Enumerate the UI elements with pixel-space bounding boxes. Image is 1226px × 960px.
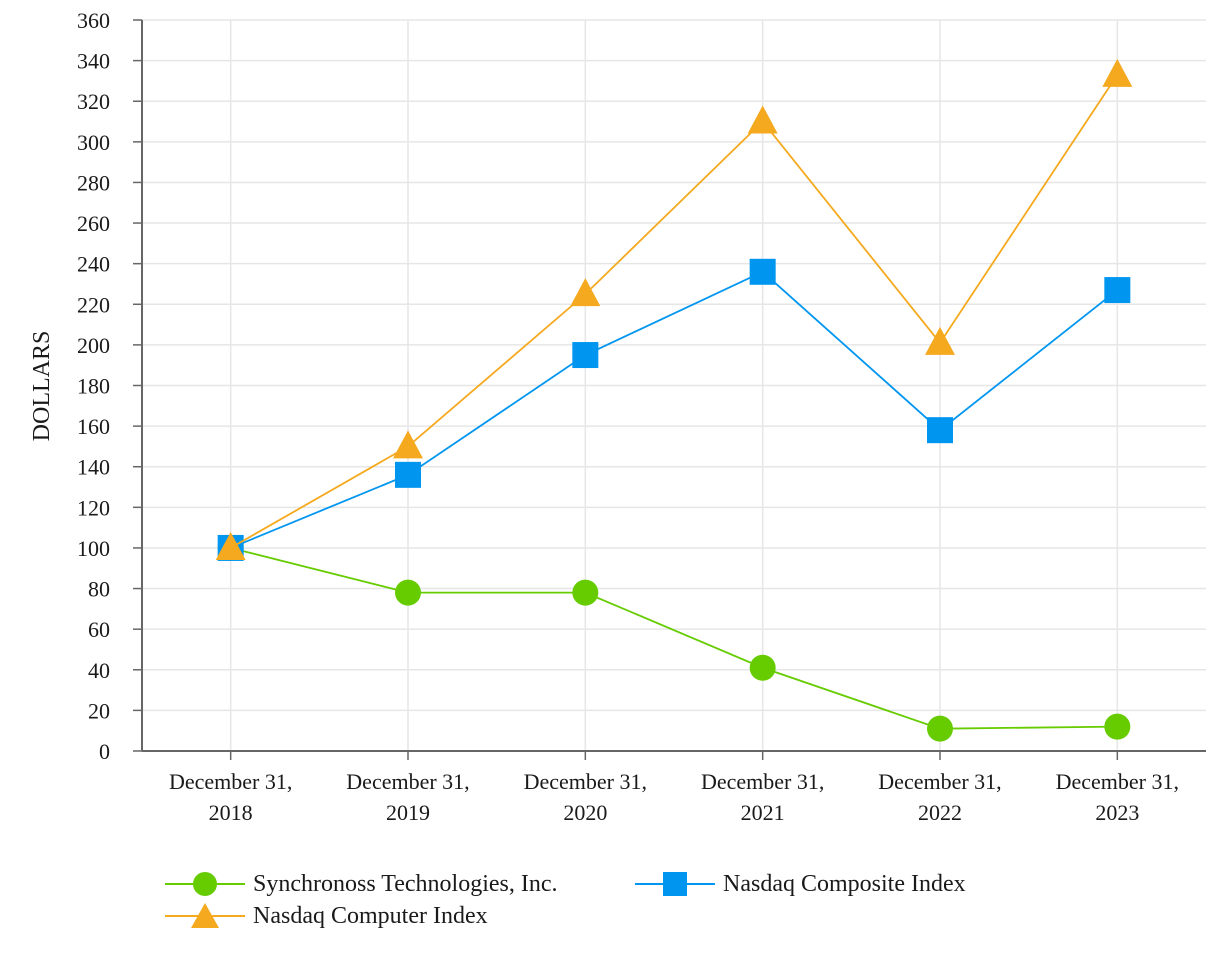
y-tick-labels: 0 20 40 60 80 100 120 140 160 180 200 220 240 260 280 3… [77, 8, 110, 764]
data-point [749, 258, 776, 285]
legend-label: Nasdaq Computer Index [253, 902, 488, 929]
y-tick-label: 240 [77, 252, 110, 277]
y-tick-label: 200 [77, 333, 110, 358]
series-group [215, 58, 1133, 742]
series-triangle [215, 58, 1133, 560]
legend-item-synchronoss: Synchronoss Technologies, Inc. [165, 868, 558, 900]
legend-item-nasdaq-computer: Nasdaq Computer Index [165, 900, 488, 932]
data-point [747, 105, 778, 134]
legend-label: Synchronoss Technologies, Inc. [253, 870, 558, 897]
series-line [230, 547, 1118, 730]
legend-label: Nasdaq Composite Index [723, 870, 966, 897]
y-tick-label: 180 [77, 374, 110, 399]
legend: Synchronoss Technologies, Inc. Nasdaq Co… [165, 868, 1065, 938]
data-point [1102, 58, 1133, 87]
x-tick-label: December 31, 2021 [701, 769, 824, 825]
legend-marker-square [635, 872, 715, 896]
y-tick-label: 100 [77, 536, 110, 561]
series-line [230, 74, 1119, 549]
y-axis-title: DOLLARS [29, 331, 55, 442]
data-point [215, 531, 246, 560]
y-tick-label: 140 [77, 455, 110, 480]
data-point [1104, 713, 1131, 740]
data-point [570, 278, 601, 307]
data-point [925, 326, 955, 355]
data-point [927, 715, 953, 742]
line-chart: 0 20 40 60 80 100 120 140 160 180 200 220 240 260 280 3… [29, 8, 1206, 825]
y-tick-label: 320 [77, 89, 110, 114]
x-tick-label: December 31, 2023 [1056, 769, 1179, 825]
y-tick-label: 300 [77, 130, 110, 155]
grid-lines [133, 19, 1206, 760]
legend-marker-triangle [165, 903, 245, 928]
data-point [395, 461, 421, 488]
data-point [395, 579, 421, 606]
data-point [927, 417, 953, 444]
axes [141, 20, 1206, 752]
data-point [1104, 277, 1131, 304]
y-tick-label: 260 [77, 211, 110, 236]
data-point [393, 430, 423, 459]
y-tick-label: 220 [77, 292, 110, 317]
x-tick-labels: December 31, 2018 December 31, 2019 December… [169, 769, 1179, 825]
x-tick-label: December 31, 2020 [524, 769, 647, 825]
x-tick-label: December 31, 2018 [169, 769, 292, 825]
data-point [749, 654, 776, 681]
legend-marker-circle [165, 872, 245, 896]
y-tick-label: 60 [88, 617, 110, 642]
y-tick-label: 80 [88, 577, 110, 602]
y-tick-label: 20 [88, 698, 110, 723]
y-tick-label: 360 [77, 8, 110, 33]
x-tick-label: December 31, 2019 [346, 769, 469, 825]
legend-item-nasdaq-composite: Nasdaq Composite Index [635, 868, 966, 900]
data-point [572, 579, 599, 606]
y-tick-label: 0 [99, 739, 110, 764]
y-tick-label: 40 [88, 658, 110, 683]
y-tick-label: 280 [77, 170, 110, 195]
y-tick-label: 120 [77, 495, 110, 520]
y-tick-label: 340 [77, 49, 110, 74]
series-circle [217, 534, 1131, 742]
y-tick-label: 160 [77, 414, 110, 439]
data-point [572, 342, 599, 369]
x-tick-label: December 31, 2022 [878, 769, 1001, 825]
series-line [230, 270, 1118, 549]
